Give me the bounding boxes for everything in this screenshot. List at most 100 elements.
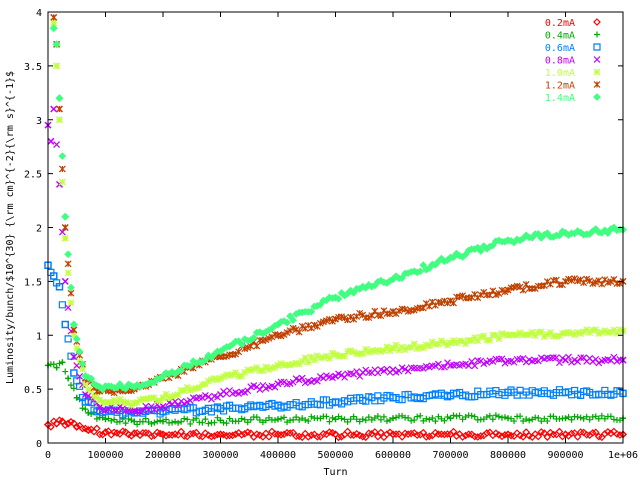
legend-marker-0.2mA bbox=[593, 18, 601, 26]
y-tick-label: 2.5 bbox=[24, 170, 42, 181]
scatter-fill-point bbox=[483, 414, 490, 421]
y-tick-label: 3 bbox=[36, 116, 42, 127]
scatter-fill-point bbox=[368, 347, 376, 354]
scatter-fill-point bbox=[392, 430, 400, 439]
legend-marker-1.4mA bbox=[593, 93, 601, 101]
scatter-fill-point bbox=[483, 390, 491, 399]
scatter-fill-point bbox=[177, 386, 185, 394]
data-point bbox=[131, 418, 138, 425]
scatter-fill-point bbox=[61, 421, 70, 429]
series-1.0mA-points bbox=[50, 19, 627, 410]
x-tick-label: 500000 bbox=[317, 450, 353, 461]
scatter-fill-point bbox=[616, 431, 624, 439]
scatter-fill-point bbox=[374, 346, 382, 354]
scatter-fill-point bbox=[408, 417, 415, 424]
series-0.4mA-points bbox=[45, 359, 626, 428]
x-tick-label: 900000 bbox=[547, 450, 583, 461]
scatter-fill-point bbox=[429, 414, 436, 421]
scatter-fill-point bbox=[604, 229, 612, 238]
scatter-fill-point bbox=[328, 428, 337, 437]
scatter-fill-point bbox=[444, 413, 451, 420]
scatter-fill-point bbox=[289, 360, 297, 368]
scatter-fill-point bbox=[522, 388, 530, 396]
scatter-fill-point bbox=[607, 429, 615, 438]
x-tick-label: 0 bbox=[45, 450, 51, 461]
scatter-fill-point bbox=[174, 402, 182, 409]
scatter-fill-point bbox=[604, 329, 612, 336]
scatter-fill-point bbox=[586, 416, 593, 423]
scatter-fill-point bbox=[64, 335, 72, 343]
scatter-fill-point bbox=[271, 417, 278, 424]
scatter-fill-point bbox=[540, 429, 549, 437]
scatter-fill-point bbox=[53, 141, 61, 148]
scatter-fill-point bbox=[456, 412, 463, 419]
data-point bbox=[52, 40, 61, 49]
scatter-fill-point bbox=[350, 397, 358, 405]
scatter-fill-point bbox=[290, 416, 297, 423]
scatter-fill-point bbox=[420, 417, 427, 424]
scatter-fill-point bbox=[142, 402, 150, 410]
scatter-fill-point bbox=[607, 391, 615, 399]
legend-label-0.4mA: 0.4mA bbox=[545, 31, 575, 42]
data-point bbox=[55, 94, 64, 103]
scatter-fill-point bbox=[235, 373, 243, 380]
scatter-fill-point bbox=[162, 405, 170, 413]
scatter-fill-point bbox=[383, 343, 391, 351]
scatter-fill-point bbox=[501, 237, 509, 246]
scatter-fill-point bbox=[79, 405, 86, 412]
scatter-fill-point bbox=[262, 417, 269, 424]
scatter-fill-point bbox=[510, 331, 518, 339]
y-axis-label: Luminosity/bunch/$10^{30} {\rm cm}^{-2}{… bbox=[5, 71, 16, 384]
scatter-fill-point bbox=[329, 317, 336, 325]
scatter-fill-point bbox=[280, 402, 288, 410]
scatter-fill-point bbox=[265, 414, 272, 421]
scatter-fill-point bbox=[93, 424, 101, 433]
scatter-fill-point bbox=[520, 418, 527, 425]
scatter-fill-point bbox=[162, 431, 170, 440]
scatter-fill-point bbox=[241, 405, 249, 413]
scatter-fill-point bbox=[305, 418, 312, 425]
scatter-fill-point bbox=[265, 366, 273, 373]
data-point bbox=[160, 418, 166, 425]
scatter-fill-point bbox=[531, 332, 539, 340]
scatter-fill-point bbox=[64, 250, 72, 259]
scatter-fill-point bbox=[249, 333, 258, 342]
scatter-fill-point bbox=[125, 415, 132, 422]
scatter-fill-point bbox=[298, 357, 306, 365]
scatter-fill-point bbox=[592, 413, 599, 420]
scatter-fill-point bbox=[432, 418, 439, 425]
scatter-fill-point bbox=[79, 365, 86, 373]
scatter-fill-point bbox=[237, 431, 246, 439]
scatter-fill-point bbox=[226, 415, 233, 422]
x-tick-label: 800000 bbox=[490, 450, 526, 461]
scatter-fill-point bbox=[55, 416, 64, 425]
scatter-fill-point bbox=[148, 420, 155, 427]
scatter-fill-point bbox=[82, 406, 89, 413]
scatter-fill-point bbox=[444, 299, 451, 307]
scatter-fill-point bbox=[214, 414, 221, 421]
scatter-fill-point bbox=[577, 391, 585, 399]
scatter-fill-point bbox=[489, 241, 497, 250]
data-point bbox=[53, 364, 60, 371]
legend-label-1.2mA: 1.2mA bbox=[545, 81, 575, 92]
legend-label-1.0mA: 1.0mA bbox=[545, 68, 575, 79]
y-tick-label: 0 bbox=[36, 439, 42, 450]
scatter-fill-point bbox=[113, 407, 121, 414]
scatter-fill-point bbox=[416, 430, 425, 439]
data-point bbox=[504, 357, 512, 365]
scatter-fill-point bbox=[280, 361, 288, 369]
scatter-fill-point bbox=[583, 326, 591, 334]
scatter-fill-point bbox=[313, 432, 322, 441]
scatter-fill-point bbox=[235, 348, 243, 356]
scatter-fill-point bbox=[102, 399, 109, 407]
scatter-fill-point bbox=[474, 337, 482, 345]
scatter-fill-point bbox=[271, 383, 279, 391]
scatter-fill-point bbox=[535, 414, 542, 421]
y-tick-label: 0.5 bbox=[24, 385, 42, 396]
scatter-fill-point bbox=[419, 428, 428, 437]
scatter-fill-point bbox=[492, 331, 500, 339]
scatter-fill-point bbox=[134, 421, 141, 428]
scatter-fill-point bbox=[523, 416, 530, 423]
scatter-fill-point bbox=[425, 342, 433, 350]
scatter-fill-point bbox=[440, 391, 449, 399]
